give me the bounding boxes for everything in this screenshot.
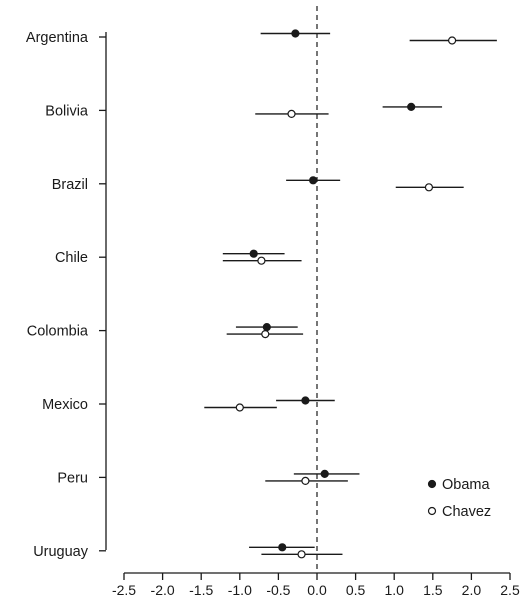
x-tick-label: -2.0	[151, 582, 175, 598]
point-obama-mexico	[301, 396, 310, 405]
point-obama-brazil	[309, 176, 318, 185]
point-obama-chile	[249, 249, 258, 258]
x-tick-label: 1.0	[384, 582, 404, 598]
point-chavez-bolivia	[287, 109, 296, 119]
x-tick-label: -2.5	[112, 582, 136, 598]
axes-group: Argentina Bolivia Brazil Chile Colombia Mexic…	[26, 6, 520, 598]
point-chavez-peru	[301, 476, 310, 485]
category-label-uruguay: Uruguay	[33, 544, 89, 560]
category-label-peru: Peru	[57, 470, 88, 486]
x-tick-label: -1.5	[189, 582, 213, 598]
point-obama-colombia	[262, 323, 271, 332]
category-label-argentina: Argentina	[26, 30, 89, 46]
x-tick-label: 2.5	[500, 582, 520, 598]
x-tick-label: -0.5	[266, 582, 290, 598]
category-label-colombia: Colombia	[27, 324, 89, 340]
point-obama-bolivia	[407, 102, 416, 112]
category-label-mexico: Mexico	[42, 397, 88, 413]
x-tick-label: 0.5	[346, 582, 366, 598]
legend-marker-obama	[427, 479, 437, 489]
point-chavez-colombia	[261, 330, 270, 339]
x-tick-label: 1.5	[423, 582, 443, 598]
point-chavez-brazil	[424, 183, 434, 192]
category-label-chile: Chile	[55, 250, 88, 266]
point-chavez-chile	[257, 256, 266, 265]
legend-marker-chavez	[427, 506, 437, 516]
point-obama-uruguay	[278, 543, 287, 552]
point-chavez-mexico	[235, 403, 244, 412]
x-tick-label: -1.0	[228, 582, 252, 598]
point-obama-argentina	[291, 29, 300, 38]
point-chavez-argentina	[448, 36, 457, 45]
x-tick-label: 0.0	[307, 582, 327, 598]
legend: Obama Chavez	[427, 477, 491, 520]
point-obama-peru	[320, 469, 329, 478]
category-label-bolivia: Bolivia	[45, 103, 89, 119]
point-chavez-uruguay	[297, 550, 306, 559]
marks-group	[204, 29, 497, 559]
legend-label-chavez: Chavez	[442, 504, 491, 520]
x-tick-label: 2.0	[462, 582, 482, 598]
legend-label-obama: Obama	[442, 477, 490, 493]
category-label-brazil: Brazil	[52, 177, 88, 193]
